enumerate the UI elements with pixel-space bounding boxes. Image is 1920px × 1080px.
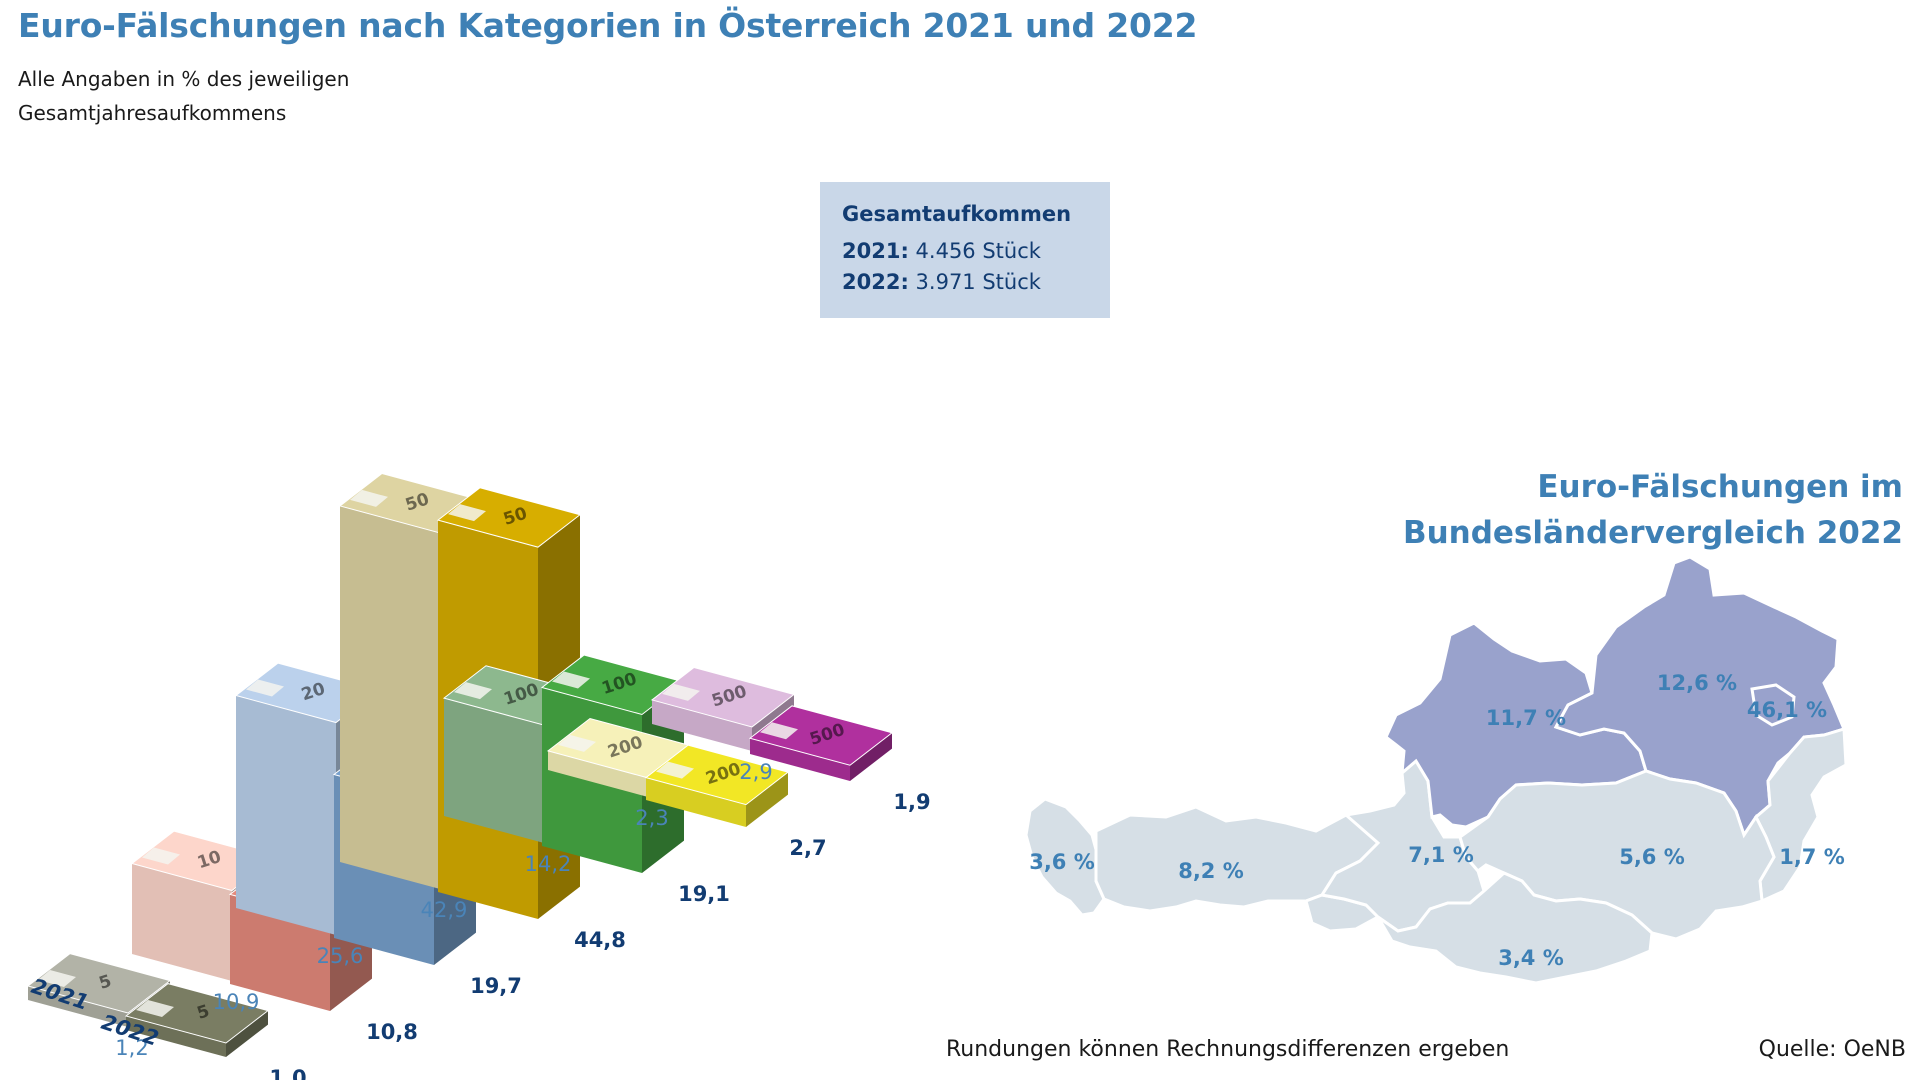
bar-5-2022: 5 xyxy=(124,983,270,1057)
map-title-line-2: Bundesländervergleich 2022 xyxy=(1402,515,1903,551)
map-label-kaernten: 3,4 % xyxy=(1498,946,1564,970)
value-label-5-2022: 1,0 xyxy=(269,1066,306,1080)
banknote-hologram xyxy=(142,847,180,865)
value-label-200-2021: 2,3 xyxy=(635,806,668,830)
region-kaernten xyxy=(1376,871,1654,985)
austria-map: 3,6 % 8,2 % 7,1 % 11,7 % 12,6 % 46,1 % 5… xyxy=(1024,555,1848,985)
bar-side xyxy=(226,1010,268,1057)
summary-year-2022: 2022: xyxy=(842,270,909,294)
value-label-500-2021: 2,9 xyxy=(739,760,772,784)
map-regions xyxy=(1024,555,1848,985)
banknote-bar-chart: 51,251,01010,91010,82025,62019,75042,950… xyxy=(26,472,931,1080)
banknote-hologram xyxy=(350,489,388,507)
summary-value-2022: 3.971 Stück xyxy=(915,270,1041,294)
bar-200-2022: 200 xyxy=(644,744,790,827)
banknote-hologram xyxy=(552,671,590,689)
map-title: Euro-Fälschungen im Bundesländervergleich… xyxy=(1343,464,1903,556)
banknote-hologram xyxy=(656,761,694,779)
region-vorarlberg xyxy=(1024,797,1106,917)
value-label-20-2021: 25,6 xyxy=(317,944,364,968)
banknote-hologram xyxy=(136,1000,174,1017)
banknote-top xyxy=(748,705,894,766)
chart-title: Euro-Fälschungen nach Kategorien in Öste… xyxy=(18,6,1198,45)
banknote-hologram xyxy=(38,970,76,987)
banknote-hologram xyxy=(558,734,596,752)
bar-front xyxy=(126,1016,226,1057)
banknote-top xyxy=(26,953,172,1014)
banknote-top xyxy=(436,487,582,548)
bar-front xyxy=(132,863,232,981)
bar-500-2021: 500 xyxy=(650,666,796,751)
footnote: Rundungen können Rechnungsdifferenzen er… xyxy=(946,1037,1510,1062)
bar-front xyxy=(444,698,544,843)
banknote-hologram xyxy=(246,679,284,697)
value-label-10-2021: 10,9 xyxy=(213,990,260,1014)
bar-front xyxy=(652,699,752,751)
value-label-100-2022: 19,1 xyxy=(678,882,730,906)
region-wien xyxy=(1750,683,1796,727)
value-label-100-2021: 14,2 xyxy=(525,852,572,876)
value-label-20-2022: 19,7 xyxy=(470,974,522,998)
bar-500-2022: 500 xyxy=(748,705,894,781)
banknote-top xyxy=(644,744,790,806)
banknote-hologram xyxy=(454,682,492,700)
bar-front xyxy=(340,505,440,889)
banknote-hologram xyxy=(760,722,798,740)
bar-front xyxy=(646,777,746,827)
summary-heading: Gesamtaufkommen xyxy=(842,202,1072,226)
bar-side xyxy=(746,772,788,827)
map-label-wien: 46,1 % xyxy=(1747,698,1827,722)
value-label-200-2022: 2,7 xyxy=(789,836,826,860)
banknote-denomination: 5 xyxy=(97,971,114,994)
banknote-top xyxy=(124,983,270,1044)
banknote-top xyxy=(650,666,796,728)
value-label-500-2022: 1,9 xyxy=(893,790,930,814)
map-label-oberoesterreich: 11,7 % xyxy=(1486,706,1566,730)
map-label-steiermark: 5,6 % xyxy=(1619,845,1685,869)
map-label-tirol: 8,2 % xyxy=(1178,859,1244,883)
bar-side xyxy=(850,732,892,781)
bar-front xyxy=(548,750,648,797)
map-label-burgenland: 1,7 % xyxy=(1779,845,1845,869)
value-label-5-2021: 1,2 xyxy=(115,1036,148,1060)
summary-row-2022: 2022: 3.971 Stück xyxy=(842,267,1088,298)
map-label-niederoesterreich: 12,6 % xyxy=(1657,671,1737,695)
summary-row-2021: 2021: 4.456 Stück xyxy=(842,236,1088,267)
banknote-denomination: 5 xyxy=(195,1001,212,1024)
bar-front xyxy=(750,738,850,781)
value-label-10-2022: 10,8 xyxy=(366,1020,418,1044)
summary-value-2021: 4.456 Stück xyxy=(915,239,1041,263)
summary-year-2021: 2021: xyxy=(842,239,909,263)
value-label-50-2021: 42,9 xyxy=(421,898,468,922)
value-label-50-2022: 44,8 xyxy=(574,928,626,952)
source-note: Quelle: OeNB xyxy=(1758,1037,1906,1062)
banknote-hologram xyxy=(448,504,486,522)
summary-box: Gesamtaufkommen 2021: 4.456 Stück 2022: … xyxy=(820,182,1110,318)
map-title-line-1: Euro-Fälschungen im xyxy=(1537,469,1903,505)
banknote-hologram xyxy=(662,683,700,701)
chart-subtitle: Alle Angaben in % des jeweiligen Gesamtj… xyxy=(18,67,350,125)
map-value-labels: 3,6 % 8,2 % 7,1 % 11,7 % 12,6 % 46,1 % 5… xyxy=(1029,671,1845,970)
bar-front xyxy=(28,986,128,1027)
map-label-salzburg: 7,1 % xyxy=(1408,843,1474,867)
bar-front xyxy=(236,695,336,935)
map-label-vorarlberg: 3,6 % xyxy=(1029,850,1095,874)
